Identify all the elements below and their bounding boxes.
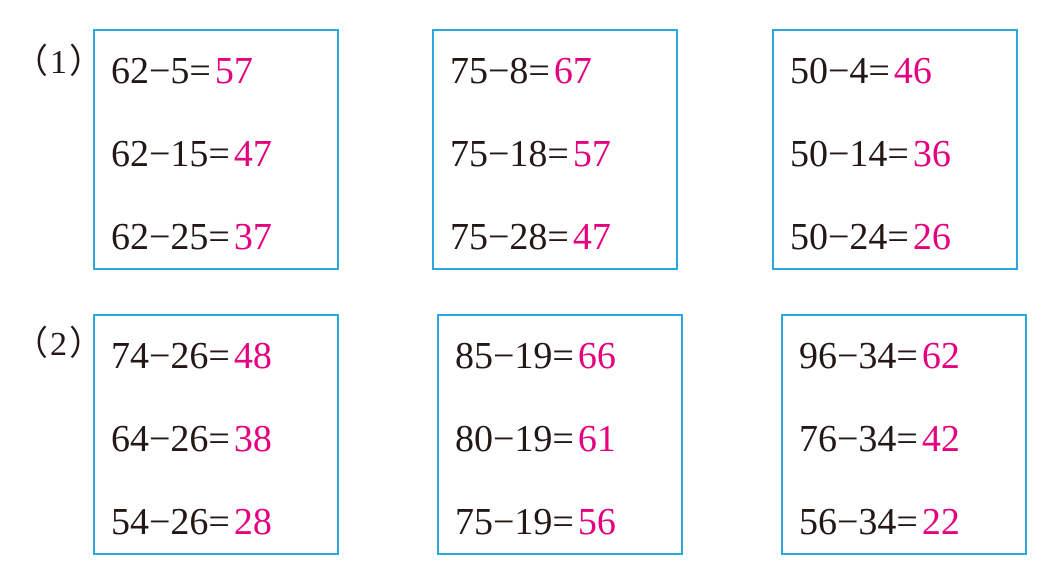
equation-answer: 38 <box>233 418 272 460</box>
equation-question: 85−19= <box>455 335 574 377</box>
equation: 85−19= 66 <box>455 336 616 376</box>
equation-question: 56−34= <box>799 501 918 543</box>
equation-answer: 28 <box>233 501 272 543</box>
equation-answer: 42 <box>921 418 960 460</box>
problem-box: 75−8= 67 75−18= 57 75−28= 47 <box>432 29 678 270</box>
equation-question: 75−19= <box>455 501 574 543</box>
equation-answer: 62 <box>921 335 960 377</box>
equation-answer: 48 <box>233 335 272 377</box>
equation: 75−8= 67 <box>450 51 592 91</box>
equation-answer: 46 <box>893 50 932 92</box>
equation: 74−26= 48 <box>111 336 272 376</box>
equation-answer: 36 <box>912 133 951 175</box>
equation-answer: 47 <box>233 133 272 175</box>
equation: 75−28= 47 <box>450 217 611 257</box>
equation: 75−18= 57 <box>450 134 611 174</box>
equation-answer: 26 <box>912 216 951 258</box>
equation-question: 50−24= <box>790 216 909 258</box>
equation-question: 80−19= <box>455 418 574 460</box>
equation: 50−24= 26 <box>790 217 951 257</box>
equation-question: 64−26= <box>111 418 230 460</box>
equation: 62−25= 37 <box>111 217 272 257</box>
problem-box: 50−4= 46 50−14= 36 50−24= 26 <box>772 29 1018 270</box>
equation: 50−4= 46 <box>790 51 932 91</box>
equation-question: 62−5= <box>111 50 211 92</box>
equation: 64−26= 38 <box>111 419 272 459</box>
problem-box: 62−5= 57 62−15= 47 62−25= 37 <box>93 29 339 270</box>
equation-answer: 56 <box>577 501 616 543</box>
equation: 80−19= 61 <box>455 419 616 459</box>
problem-box: 74−26= 48 64−26= 38 54−26= 28 <box>93 314 339 555</box>
equation-answer: 47 <box>572 216 611 258</box>
problem-box: 96−34= 62 76−34= 42 56−34= 22 <box>781 314 1027 555</box>
equation-answer: 66 <box>577 335 616 377</box>
equation-question: 54−26= <box>111 501 230 543</box>
equation-answer: 57 <box>572 133 611 175</box>
equation: 96−34= 62 <box>799 336 960 376</box>
equation: 54−26= 28 <box>111 502 272 542</box>
group-label: （1） <box>14 44 105 81</box>
equation-question: 75−18= <box>450 133 569 175</box>
equation-question: 76−34= <box>799 418 918 460</box>
equation-question: 50−14= <box>790 133 909 175</box>
equation: 56−34= 22 <box>799 502 960 542</box>
equation-answer: 57 <box>214 50 253 92</box>
equation: 62−5= 57 <box>111 51 253 91</box>
equation-question: 50−4= <box>790 50 890 92</box>
equation: 76−34= 42 <box>799 419 960 459</box>
equation-question: 75−28= <box>450 216 569 258</box>
equation: 50−14= 36 <box>790 134 951 174</box>
equation-question: 75−8= <box>450 50 550 92</box>
equation-answer: 67 <box>553 50 592 92</box>
equation-answer: 37 <box>233 216 272 258</box>
equation-question: 96−34= <box>799 335 918 377</box>
equation: 62−15= 47 <box>111 134 272 174</box>
equation-question: 74−26= <box>111 335 230 377</box>
equation-answer: 61 <box>577 418 616 460</box>
equation-question: 62−25= <box>111 216 230 258</box>
group-label: （2） <box>14 326 105 363</box>
equation-question: 62−15= <box>111 133 230 175</box>
equation: 75−19= 56 <box>455 502 616 542</box>
equation-answer: 22 <box>921 501 960 543</box>
problem-box: 85−19= 66 80−19= 61 75−19= 56 <box>437 314 683 555</box>
